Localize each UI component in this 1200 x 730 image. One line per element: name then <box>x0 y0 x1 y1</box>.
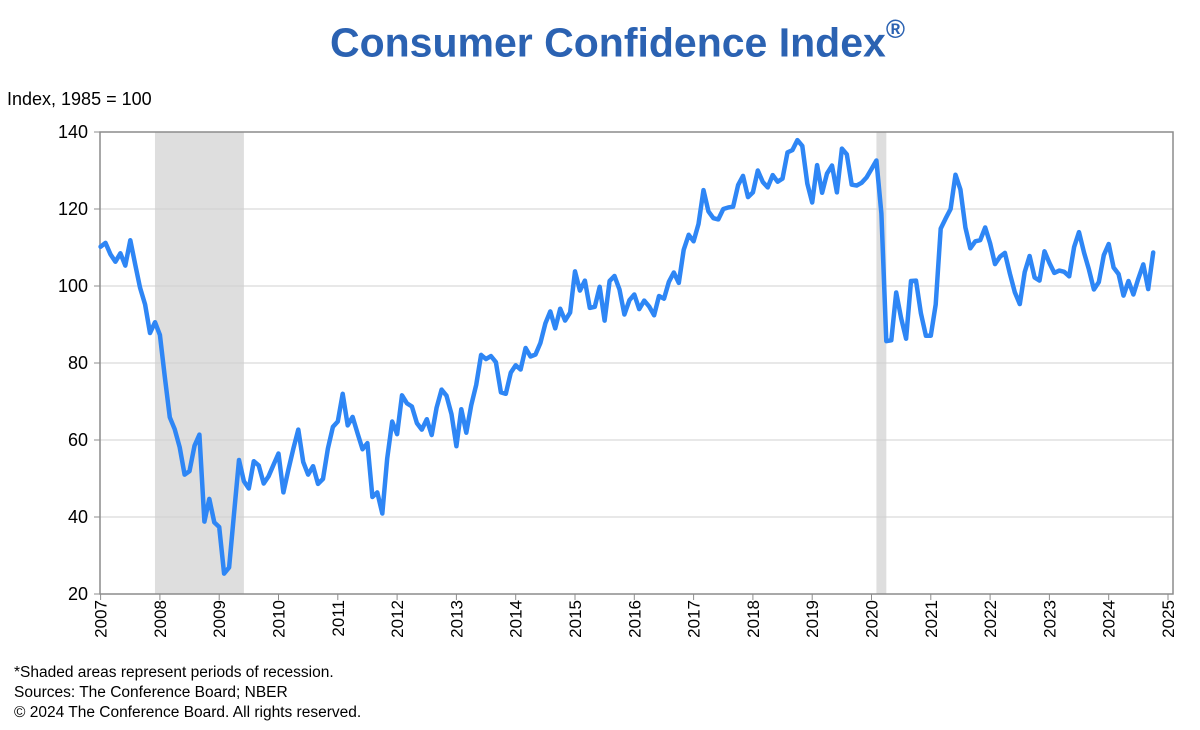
recession-footnote: *Shaded areas represent periods of reces… <box>14 664 334 681</box>
x-tick-label: 2013 <box>447 600 466 638</box>
x-tick-label: 2015 <box>566 600 585 638</box>
x-tick-label: 2016 <box>625 600 644 638</box>
sources-footnote: Sources: The Conference Board; NBER <box>14 684 288 701</box>
x-tick-label: 2011 <box>329 600 348 637</box>
y-tick-label: 60 <box>68 430 88 450</box>
line-chart: 20 40 60 80 100 120 140 2007 2008 2009 2010 2011 20… <box>58 122 1178 638</box>
x-tick-label: 2025 <box>1159 600 1178 638</box>
x-tick-label: 2023 <box>1040 600 1059 638</box>
y-tick-label: 120 <box>58 199 88 219</box>
y-tick-label: 80 <box>68 353 88 373</box>
y-tick-label: 140 <box>58 122 88 142</box>
chart-title: Consumer Confidence Index® <box>0 14 1200 67</box>
x-tick-label: 2009 <box>210 600 229 638</box>
x-tick-label: 2012 <box>388 600 407 638</box>
chart-title-text: Consumer Confidence Index <box>329 19 886 66</box>
x-tick-label: 2024 <box>1100 600 1119 638</box>
x-tick-label: 2010 <box>270 600 289 638</box>
copyright-footnote: © 2024 The Conference Board. All rights … <box>14 704 362 721</box>
x-tick-label: 2022 <box>981 600 1000 638</box>
x-tick-label: 2017 <box>685 600 704 638</box>
y-tick-label: 100 <box>58 276 88 296</box>
x-tick-label: 2007 <box>92 600 111 638</box>
x-tick-label: 2018 <box>744 600 763 638</box>
y-tick-label: 20 <box>68 584 88 604</box>
x-tick-label: 2020 <box>863 600 882 638</box>
registered-mark: ® <box>885 14 906 44</box>
x-tick-label: 2014 <box>507 600 526 638</box>
y-axis-label: Index, 1985 = 100 <box>7 89 152 109</box>
series-line <box>98 137 1156 576</box>
x-tick-label: 2019 <box>803 600 822 638</box>
x-tick-label: 2021 <box>922 600 941 638</box>
y-tick-label: 40 <box>68 507 88 527</box>
x-tick-label: 2008 <box>151 600 170 638</box>
